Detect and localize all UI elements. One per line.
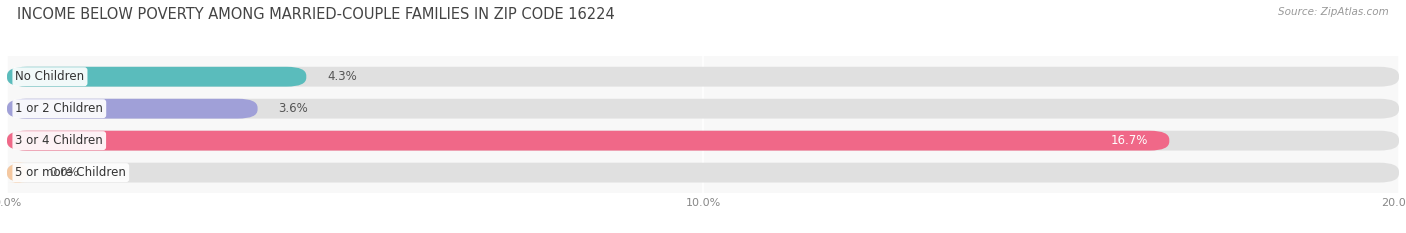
Text: No Children: No Children <box>15 70 84 83</box>
Text: 3 or 4 Children: 3 or 4 Children <box>15 134 103 147</box>
Text: 5 or more Children: 5 or more Children <box>15 166 127 179</box>
Text: 1 or 2 Children: 1 or 2 Children <box>15 102 103 115</box>
FancyBboxPatch shape <box>7 163 1399 182</box>
Text: Source: ZipAtlas.com: Source: ZipAtlas.com <box>1278 7 1389 17</box>
FancyBboxPatch shape <box>7 131 1170 151</box>
Text: INCOME BELOW POVERTY AMONG MARRIED-COUPLE FAMILIES IN ZIP CODE 16224: INCOME BELOW POVERTY AMONG MARRIED-COUPL… <box>17 7 614 22</box>
FancyBboxPatch shape <box>7 67 307 87</box>
Text: 3.6%: 3.6% <box>278 102 308 115</box>
Text: 16.7%: 16.7% <box>1111 134 1149 147</box>
FancyBboxPatch shape <box>7 99 257 119</box>
FancyBboxPatch shape <box>7 131 1399 151</box>
FancyBboxPatch shape <box>7 67 1399 87</box>
FancyBboxPatch shape <box>7 99 1399 119</box>
FancyBboxPatch shape <box>7 163 28 182</box>
Text: 4.3%: 4.3% <box>328 70 357 83</box>
Text: 0.0%: 0.0% <box>49 166 79 179</box>
